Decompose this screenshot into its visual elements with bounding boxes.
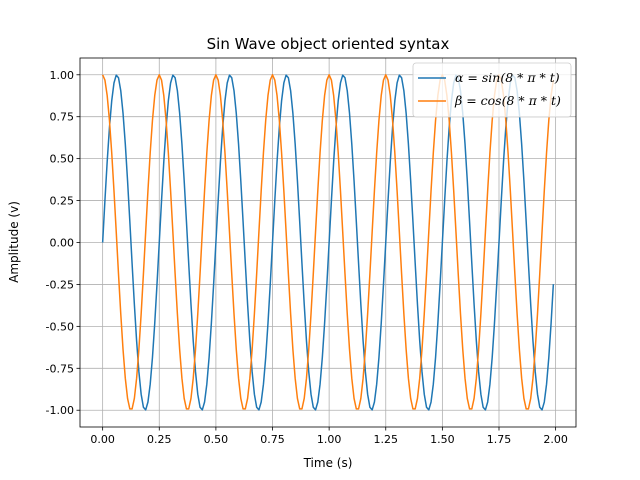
x-tick-label: 0.75 bbox=[260, 433, 285, 446]
x-tick-label: 0.00 bbox=[90, 433, 115, 446]
y-axis-ticks: 1.00 0.75 0.50 0.25 0.00 -0.25 -0.50 -0.75 -1.00 bbox=[46, 69, 80, 417]
x-tick-label: 1.25 bbox=[374, 433, 399, 446]
y-tick-label: 0.50 bbox=[50, 153, 75, 166]
y-tick-label: -1.00 bbox=[46, 404, 74, 417]
legend-label-sin: α = sin(8 * π * t) bbox=[455, 70, 560, 85]
x-tick-label: 2.00 bbox=[543, 433, 568, 446]
y-tick-label: 0.25 bbox=[50, 195, 75, 208]
chart-title: Sin Wave object oriented syntax bbox=[207, 35, 450, 53]
x-tick-label: 1.50 bbox=[430, 433, 455, 446]
x-tick-label: 1.75 bbox=[487, 433, 512, 446]
y-axis-label: Amplitude (v) bbox=[7, 201, 21, 283]
y-tick-label: 0.75 bbox=[50, 111, 75, 124]
x-tick-label: 1.00 bbox=[317, 433, 342, 446]
legend-label-cos: β = cos(8 * π * t) bbox=[454, 93, 561, 108]
x-tick-label: 0.25 bbox=[147, 433, 172, 446]
x-axis-label: Time (s) bbox=[303, 456, 353, 470]
y-tick-label: -0.50 bbox=[46, 320, 74, 333]
series-layer bbox=[101, 74, 555, 411]
y-tick-label: -0.75 bbox=[46, 362, 74, 375]
legend: α = sin(8 * π * t) β = cos(8 * π * t) bbox=[412, 62, 572, 118]
series-line-cos bbox=[101, 74, 555, 410]
x-tick-label: 0.50 bbox=[204, 433, 229, 446]
y-tick-label: 1.00 bbox=[50, 69, 75, 82]
y-tick-label: -0.25 bbox=[46, 278, 74, 291]
series-line-sin bbox=[101, 74, 555, 411]
legend-box bbox=[412, 62, 572, 118]
x-axis-ticks: 0.00 0.25 0.50 0.75 1.00 1.25 1.50 1.75 2.00 bbox=[90, 427, 568, 446]
y-tick-label: 0.00 bbox=[50, 237, 75, 250]
